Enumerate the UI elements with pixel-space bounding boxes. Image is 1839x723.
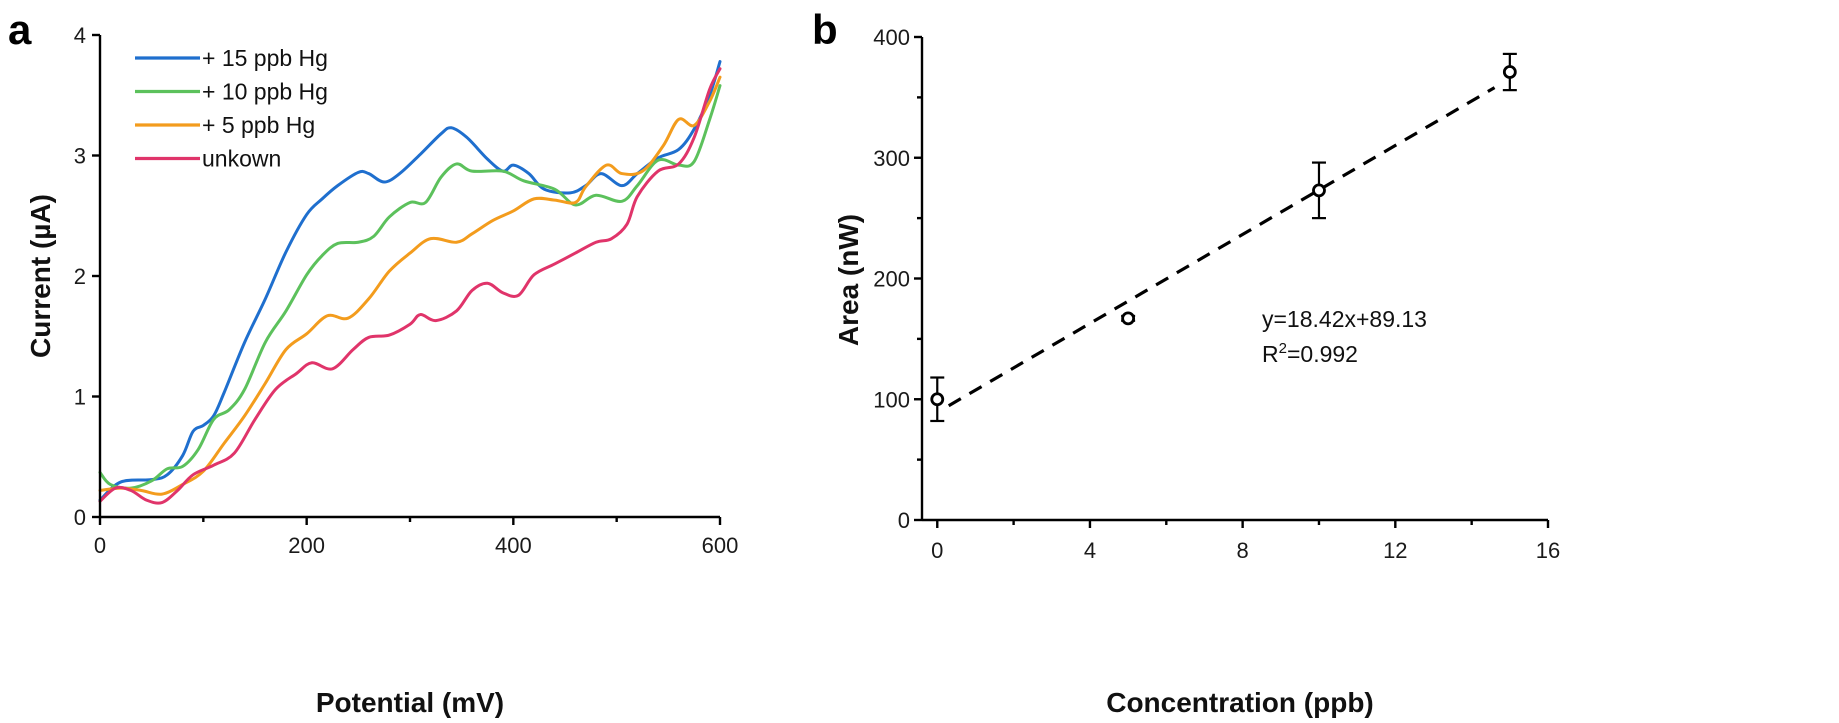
x-tick-label: 400 — [495, 533, 532, 558]
y-tick-label: 400 — [873, 25, 910, 50]
y-tick-label: 200 — [873, 267, 910, 292]
legend-label: unkown — [202, 146, 281, 172]
panel-a-legend: + 15 ppb Hg + 10 ppb Hg + 5 ppb Hg unkown — [135, 45, 328, 172]
y-tick-label: 3 — [74, 144, 86, 169]
legend-label: + 15 ppb Hg — [202, 45, 328, 71]
panel-b: b 0 100 200 300 400 0 4 8 12 16 y=18.42x+89.13 R2… — [812, 6, 1560, 718]
y-tick-label: 300 — [873, 146, 910, 171]
marker — [1121, 311, 1136, 326]
x-tick-label: 16 — [1536, 538, 1560, 563]
fit-equation-label: y=18.42x+89.13 — [1262, 306, 1427, 332]
panel-a-axes: 0 1 2 3 4 0 200 400 600 — [74, 23, 739, 558]
marker — [1312, 183, 1326, 198]
y-tick-label: 2 — [74, 264, 86, 289]
r2-superscript: 2 — [1279, 340, 1287, 357]
x-tick-label: 4 — [1084, 538, 1096, 563]
fit-r2-label: R2=0.992 — [1262, 340, 1358, 367]
x-tick-label: 600 — [702, 533, 739, 558]
y-tick-label: 100 — [873, 387, 910, 412]
marker — [930, 392, 945, 407]
panel-b-x-axis-title: Concentration (ppb) — [1106, 687, 1374, 718]
panel-a-x-axis-title: Potential (mV) — [316, 687, 504, 718]
panel-b-label: b — [812, 6, 838, 53]
panel-b-fit-group — [947, 86, 1496, 408]
marker — [1502, 65, 1517, 79]
r2-prefix: R — [1262, 341, 1279, 367]
panel-b-points-group — [930, 52, 1517, 423]
y-tick-label: 1 — [74, 385, 86, 410]
series-line-0 — [98, 60, 722, 502]
y-tick-label: 0 — [898, 508, 910, 533]
panel-b-axes: 0 100 200 300 400 0 4 8 12 16 — [873, 25, 1560, 563]
panel-a: a 0 1 2 3 4 0 200 400 600 + 15 ppb Hg + 10 ppb Hg… — [8, 6, 738, 718]
y-tick-label: 4 — [74, 23, 86, 48]
panel-a-label: a — [8, 6, 32, 53]
x-tick-label: 8 — [1237, 538, 1249, 563]
data-point-0 — [930, 376, 945, 423]
x-tick-label: 12 — [1383, 538, 1407, 563]
panel-b-y-axis-title: Area (nW) — [833, 214, 864, 346]
r2-value: =0.992 — [1287, 341, 1358, 367]
fit-line — [947, 86, 1496, 408]
series-line-1 — [98, 84, 722, 490]
x-tick-label: 200 — [288, 533, 325, 558]
panel-a-series-group — [98, 60, 722, 505]
series-line-3 — [98, 67, 722, 505]
data-point-3 — [1502, 52, 1517, 92]
panel-a-y-axis-title: Current (µA) — [25, 194, 56, 358]
data-point-2 — [1311, 161, 1326, 220]
series-line-2 — [98, 75, 722, 496]
legend-label: + 10 ppb Hg — [202, 79, 328, 105]
x-tick-label: 0 — [94, 533, 106, 558]
y-tick-label: 0 — [74, 505, 86, 530]
legend-label: + 5 ppb Hg — [202, 112, 315, 138]
data-point-1 — [1121, 311, 1136, 326]
x-tick-label: 0 — [931, 538, 943, 563]
